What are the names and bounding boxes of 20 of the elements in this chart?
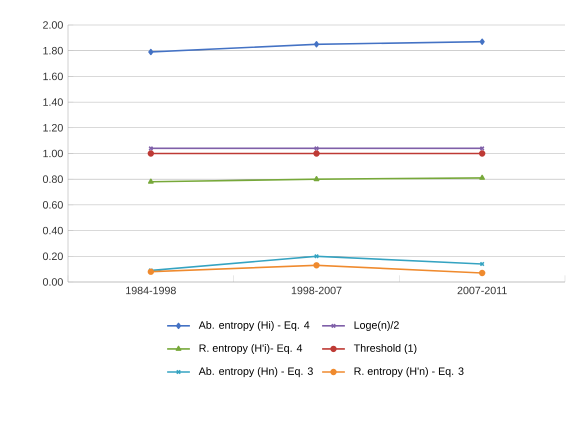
y-tick-label: 0.20 xyxy=(42,252,63,260)
y-tick-label: 1.60 xyxy=(43,72,63,80)
legend-label: Threshold (1) xyxy=(354,344,416,354)
y-tick-label: 0.40 xyxy=(42,226,63,234)
legend-label: Ab. entropy (Hn) - Eq. 3 xyxy=(198,367,313,378)
y-tick-label: 1.00 xyxy=(43,150,63,158)
legend-label: Loge(n)/2 xyxy=(354,320,399,331)
y-tick-label: 1.40 xyxy=(43,98,63,106)
legend-label: R. entropy (H'n) - Eq. 3 xyxy=(354,367,464,378)
legend-label: R. entropy (H'i)- Eq. 4 xyxy=(200,344,302,354)
y-tick-label: 1.80 xyxy=(43,46,63,54)
y-tick-label: 2.00 xyxy=(43,21,63,29)
y-tick-label: 0.80 xyxy=(42,175,63,183)
y-tick-label: 0.00 xyxy=(42,278,63,286)
y-tick-label: 0.60 xyxy=(42,201,63,209)
x-tick-label: 2007-2011 xyxy=(458,286,507,294)
x-tick-label: 1984-1998 xyxy=(126,286,176,294)
x-tick-label: 1998-2007 xyxy=(292,286,342,294)
legend-label: Ab. entropy (Hi) - Eq. 4 xyxy=(198,320,310,331)
y-tick-label: 1.20 xyxy=(43,124,63,132)
